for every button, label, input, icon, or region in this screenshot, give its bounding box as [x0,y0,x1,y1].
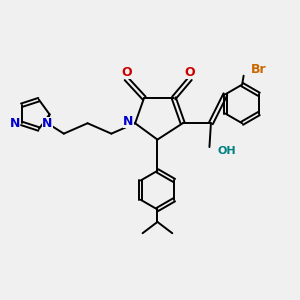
Text: N: N [123,115,134,128]
Text: N: N [42,117,52,130]
Text: Br: Br [250,63,266,76]
Text: OH: OH [218,146,236,157]
Text: N: N [10,117,20,130]
Text: O: O [121,66,131,79]
Text: O: O [185,66,195,79]
